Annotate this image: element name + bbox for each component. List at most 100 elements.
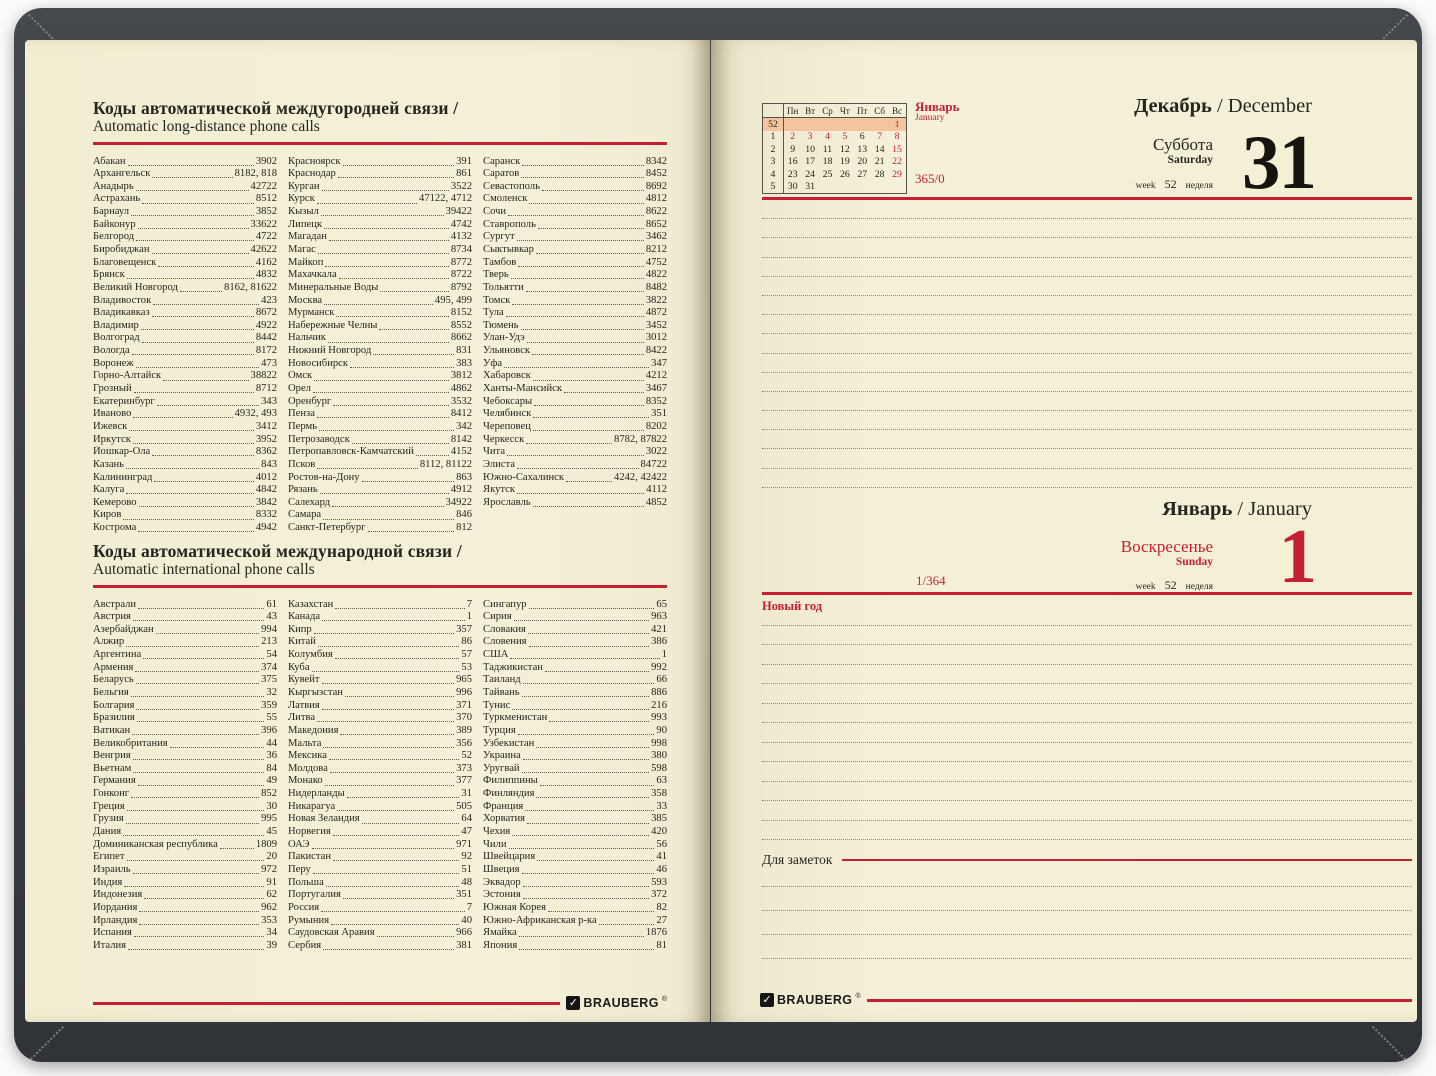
phone-code: 4162 [255, 256, 277, 268]
phone-code: 359 [261, 699, 277, 711]
phone-code: 8672 [255, 307, 277, 319]
place-name: Кемерово [93, 496, 137, 508]
footer-rule [93, 1002, 561, 1005]
dot-leader [529, 202, 644, 204]
phone-code-entry: Смоленск 4812 [483, 193, 667, 206]
phone-code: 4812 [645, 193, 667, 205]
phone-code-entry: Грузия 995 [93, 813, 277, 826]
phone-code: 965 [456, 674, 472, 686]
phone-code: 54 [266, 649, 277, 661]
place-name: Владикавказ [93, 307, 150, 319]
place-name: Красноярск [288, 155, 341, 167]
phone-code-entry: Иордания 962 [93, 902, 277, 915]
calendar-day: 14 [874, 143, 885, 155]
calendar-day: 18 [822, 156, 833, 168]
dot-leader [549, 721, 650, 723]
dot-leader [138, 505, 254, 507]
january-day-number: 1 [1278, 513, 1317, 599]
phone-code-entry: Польша 48 [288, 877, 472, 890]
dot-leader [516, 240, 644, 242]
dot-leader [133, 392, 254, 394]
phone-code-entry: Финляндия 358 [483, 788, 667, 801]
dot-leader [135, 683, 260, 685]
phone-code: 8512 [255, 193, 277, 205]
place-name: Мальта [288, 737, 322, 749]
phone-code: 47122, 4712 [419, 193, 472, 205]
phone-code-entry: Литва 370 [288, 712, 472, 725]
phone-code-entry: Словакия 421 [483, 624, 667, 637]
writing-line [762, 392, 1412, 412]
dot-leader [505, 316, 644, 318]
section-title-en: Automatic long-distance phone calls [93, 118, 320, 135]
dot-leader [152, 177, 233, 179]
dot-leader [324, 303, 433, 305]
place-name: Кострома [93, 522, 137, 534]
dot-leader [321, 683, 455, 685]
phone-code-entry: Белгород 4722 [93, 231, 277, 244]
phone-code: 421 [651, 623, 667, 635]
dot-leader [311, 670, 460, 672]
place-name: Оренбург [288, 395, 332, 407]
phone-code: 81 [656, 939, 667, 951]
dot-leader [521, 177, 644, 179]
place-name: Тверь [483, 269, 509, 281]
phone-code: 42622 [250, 243, 277, 255]
place-name: Ростов-на-Дону [288, 471, 360, 483]
place-name: Туркменистан [483, 712, 548, 724]
writing-line [762, 373, 1412, 392]
dot-leader [129, 430, 254, 432]
phone-code-entry: Южно-Африканская р-ка 27 [483, 915, 667, 928]
writing-line [762, 911, 1412, 935]
phone-code-entry: Германия 49 [93, 775, 277, 788]
dayname-ru: Суббота [1153, 135, 1213, 154]
dot-leader [132, 442, 254, 444]
phone-code-entry: Эстония 372 [483, 889, 667, 902]
dot-leader [521, 771, 650, 773]
phone-code: 8412 [450, 408, 472, 420]
phone-code-entry: Курск 47122, 4712 [288, 193, 472, 206]
phone-code-entry: Ярославль 4852 [483, 497, 667, 510]
place-name: Чебоксары [483, 395, 533, 407]
place-name: Курган [288, 180, 320, 192]
calendar-day [888, 181, 905, 194]
writing-line [762, 354, 1412, 373]
phone-code-entry: Колумбия 57 [288, 649, 472, 662]
dot-leader [512, 708, 650, 710]
phone-code-entry: Тюмень 3452 [483, 320, 667, 333]
place-name: Алжир [93, 636, 125, 648]
place-name: Севастополь [483, 180, 540, 192]
dot-leader [522, 164, 644, 166]
phone-code-entry: Чита 3022 [483, 446, 667, 459]
phone-code: 4752 [645, 256, 667, 268]
phone-code: 8162, 81622 [224, 281, 277, 293]
dot-leader [155, 632, 260, 634]
phone-code-entry: Новосибирск 383 [288, 358, 472, 371]
phone-code-entry: Тула 4872 [483, 307, 667, 320]
phone-code: 8652 [645, 218, 667, 230]
phone-code-entry: Индонезия 62 [93, 889, 277, 902]
place-name: Улан-Удэ [483, 332, 525, 344]
writing-line [762, 258, 1412, 277]
phone-code: 473 [261, 357, 277, 369]
dot-leader [507, 455, 644, 457]
dot-leader [544, 670, 650, 672]
dot-leader [331, 923, 460, 925]
phone-code-entry: Греция 30 [93, 801, 277, 814]
phone-code-entry: Иваново 4932, 493 [93, 408, 277, 421]
calendar-day: 6 [859, 131, 865, 143]
phone-code: 831 [456, 345, 472, 357]
calendar-day [854, 181, 871, 194]
writing-line [762, 684, 1412, 704]
dot-leader [336, 316, 449, 318]
dot-leader [317, 645, 460, 647]
dot-leader [323, 948, 455, 950]
phone-code-entry: Венгрия 36 [93, 750, 277, 763]
phone-code: 3467 [645, 383, 667, 395]
calendar-day: 17 [805, 156, 815, 168]
place-name: Вьетнам [93, 762, 132, 774]
code-column-1: Абакан 3902 Архангельск 8182, 818 Анадырь 427… [93, 156, 277, 535]
phone-code: 8182, 818 [234, 168, 277, 180]
phone-code: 420 [651, 826, 667, 838]
registered-mark: ® [855, 993, 861, 1000]
